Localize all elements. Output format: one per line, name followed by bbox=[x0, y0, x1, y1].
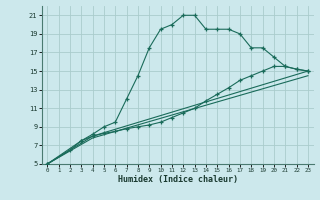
X-axis label: Humidex (Indice chaleur): Humidex (Indice chaleur) bbox=[118, 175, 237, 184]
